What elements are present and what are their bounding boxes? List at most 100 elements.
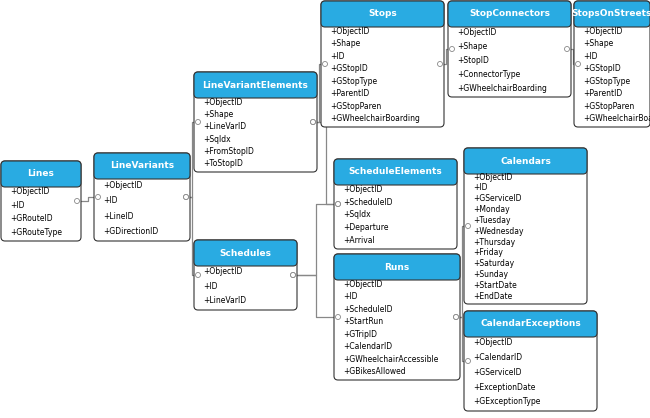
Bar: [468, 324, 593, 333]
Text: Calendars: Calendars: [500, 156, 551, 166]
Text: CalendarExceptions: CalendarExceptions: [480, 319, 581, 329]
FancyBboxPatch shape: [464, 148, 587, 174]
Text: +Friday: +Friday: [473, 248, 503, 257]
FancyBboxPatch shape: [448, 1, 571, 97]
Circle shape: [183, 194, 188, 199]
Text: +Departure: +Departure: [343, 223, 389, 232]
Text: +Saturday: +Saturday: [473, 259, 514, 268]
Circle shape: [454, 314, 458, 319]
FancyBboxPatch shape: [334, 159, 457, 185]
Text: +Monday: +Monday: [473, 205, 510, 214]
FancyBboxPatch shape: [334, 254, 460, 280]
Text: +ID: +ID: [103, 196, 118, 205]
Text: +StartDate: +StartDate: [473, 281, 517, 290]
Text: +ConnectorType: +ConnectorType: [457, 70, 520, 79]
Text: +Thursday: +Thursday: [473, 237, 515, 247]
Circle shape: [183, 194, 188, 199]
Bar: [325, 14, 440, 23]
Text: +GStopType: +GStopType: [330, 76, 377, 86]
Text: +ObjectID: +ObjectID: [343, 185, 382, 194]
Bar: [338, 267, 456, 276]
FancyBboxPatch shape: [464, 311, 597, 337]
Text: LineVariants: LineVariants: [110, 161, 174, 171]
Text: +GDirectionID: +GDirectionID: [103, 227, 158, 236]
Bar: [452, 14, 567, 23]
Circle shape: [322, 61, 328, 66]
Text: +ToStopID: +ToStopID: [203, 159, 243, 168]
Circle shape: [291, 273, 296, 278]
Text: +ScheduleID: +ScheduleID: [343, 198, 393, 206]
Text: ScheduleElements: ScheduleElements: [348, 168, 443, 176]
Text: +GWheelchairAccessible: +GWheelchairAccessible: [343, 354, 438, 364]
Text: +ObjectID: +ObjectID: [473, 173, 512, 181]
Circle shape: [450, 46, 454, 51]
FancyBboxPatch shape: [464, 311, 597, 411]
FancyBboxPatch shape: [574, 1, 650, 27]
Text: +GTripID: +GTripID: [343, 330, 377, 339]
Circle shape: [465, 224, 471, 229]
Circle shape: [564, 46, 569, 51]
FancyBboxPatch shape: [94, 153, 190, 241]
Text: +ID: +ID: [10, 201, 25, 210]
Text: +LineVarID: +LineVarID: [203, 122, 246, 131]
FancyBboxPatch shape: [194, 240, 297, 310]
Text: +GRouteID: +GRouteID: [10, 214, 53, 223]
Circle shape: [454, 314, 458, 319]
Text: +Shape: +Shape: [583, 39, 613, 48]
Text: +ID: +ID: [583, 52, 597, 61]
Text: +ID: +ID: [203, 282, 218, 291]
Text: +ObjectID: +ObjectID: [330, 27, 369, 36]
Circle shape: [196, 273, 200, 278]
Text: +Shape: +Shape: [203, 110, 233, 119]
Text: Lines: Lines: [27, 170, 55, 178]
FancyBboxPatch shape: [334, 254, 460, 380]
Text: +GStopID: +GStopID: [330, 64, 368, 73]
Bar: [5, 174, 77, 183]
Text: Schedules: Schedules: [220, 248, 272, 257]
Circle shape: [311, 120, 315, 125]
Text: +ID: +ID: [343, 292, 358, 301]
Circle shape: [96, 194, 101, 199]
Text: +GWheelchairBoarding: +GWheelchairBoarding: [330, 114, 420, 123]
Bar: [468, 161, 583, 170]
FancyBboxPatch shape: [1, 161, 81, 187]
Text: +GRouteType: +GRouteType: [10, 228, 62, 237]
Text: +SqIdx: +SqIdx: [343, 210, 370, 219]
Text: +ObjectID: +ObjectID: [10, 187, 49, 196]
Text: +ObjectID: +ObjectID: [203, 267, 242, 276]
Text: +LineVarID: +LineVarID: [203, 296, 246, 306]
Text: +EndDate: +EndDate: [473, 292, 512, 301]
Circle shape: [465, 359, 471, 364]
Text: +GServiceID: +GServiceID: [473, 368, 521, 377]
Text: +FromStopID: +FromStopID: [203, 147, 254, 156]
Text: +ObjectID: +ObjectID: [203, 97, 242, 107]
FancyBboxPatch shape: [1, 161, 81, 241]
Text: +Tuesday: +Tuesday: [473, 216, 510, 225]
Circle shape: [437, 61, 443, 66]
Text: +GWheelchairBoarding: +GWheelchairBoarding: [583, 114, 650, 123]
Text: +GStopType: +GStopType: [583, 76, 630, 86]
Circle shape: [335, 314, 341, 319]
Text: +Shape: +Shape: [330, 39, 360, 48]
Text: +ExceptionDate: +ExceptionDate: [473, 382, 536, 392]
Text: +GServiceID: +GServiceID: [473, 194, 521, 203]
Circle shape: [311, 120, 315, 125]
Text: StopConnectors: StopConnectors: [469, 10, 550, 18]
FancyBboxPatch shape: [94, 153, 190, 179]
Text: +ObjectID: +ObjectID: [103, 181, 142, 190]
Text: +StopID: +StopID: [457, 56, 489, 65]
Text: Stops: Stops: [368, 10, 397, 18]
FancyBboxPatch shape: [574, 1, 650, 127]
Bar: [338, 172, 453, 181]
Text: +ObjectID: +ObjectID: [457, 28, 497, 37]
FancyBboxPatch shape: [448, 1, 571, 27]
Text: +ID: +ID: [330, 52, 344, 61]
Text: +ObjectID: +ObjectID: [473, 338, 512, 347]
Text: +ParentID: +ParentID: [583, 89, 622, 98]
FancyBboxPatch shape: [334, 159, 457, 249]
FancyBboxPatch shape: [321, 1, 444, 27]
Text: +LineID: +LineID: [103, 212, 133, 221]
Text: +CalendarID: +CalendarID: [473, 353, 522, 362]
Text: +SqIdx: +SqIdx: [203, 135, 231, 143]
Text: +CalendarID: +CalendarID: [343, 342, 392, 351]
